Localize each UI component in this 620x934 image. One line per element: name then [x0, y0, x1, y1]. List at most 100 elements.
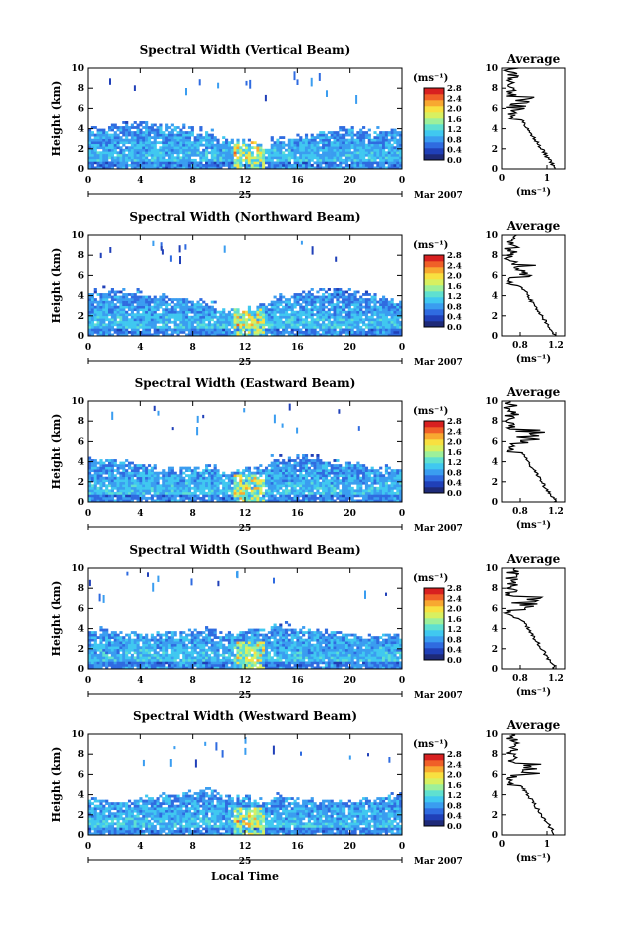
heatmap-cell: [336, 131, 339, 134]
heatmap-cell: [236, 323, 239, 326]
heatmap-cell: [248, 331, 251, 334]
heatmap-cell: [236, 161, 239, 164]
heatmap-cell: [305, 159, 308, 162]
heatmap-cell: [356, 494, 359, 497]
heatmap-cell: [356, 313, 359, 316]
heatmap-cell: [236, 489, 239, 492]
chart-title: Spectral Width (Eastward Beam): [135, 376, 356, 390]
heatmap-cell: [191, 129, 194, 132]
heatmap-cell: [365, 298, 368, 301]
heatmap-cell: [151, 489, 154, 492]
heatmap-cell: [176, 328, 179, 331]
heatmap-cell: [328, 164, 331, 167]
heatmap-cell: [185, 298, 188, 301]
heatmap-cell: [105, 639, 108, 642]
heatmap-cell: [179, 474, 182, 477]
heatmap-cell: [157, 482, 160, 485]
heatmap-cell: [179, 303, 182, 306]
heatmap-cell: [268, 469, 271, 472]
heatmap-cell: [319, 288, 322, 291]
heatmap-cell: [311, 462, 314, 465]
heatmap-cell: [333, 293, 336, 296]
heatmap-cell: [294, 139, 297, 142]
heatmap-cell: [108, 651, 111, 654]
heatmap-cell: [382, 136, 385, 139]
heatmap-cell: [165, 497, 168, 500]
heatmap-cell: [336, 472, 339, 475]
heatmap-cell: [388, 301, 391, 304]
heatmap-cell: [285, 464, 288, 467]
heatmap-cell: [117, 494, 120, 497]
heatmap-cell: [316, 489, 319, 492]
heatmap-cell: [216, 316, 219, 319]
heatmap-cell: [356, 156, 359, 159]
heatmap-cell: [97, 646, 100, 649]
heatmap-cell: [379, 303, 382, 306]
heatmap-cell: [288, 306, 291, 309]
heatmap-cell: [274, 321, 277, 324]
heatmap-cell: [282, 477, 285, 480]
heatmap-cell: [314, 156, 317, 159]
heatmap-cell: [351, 474, 354, 477]
heatmap-cell: [279, 472, 282, 475]
heatmap-cell: [311, 484, 314, 487]
heatmap-cell: [348, 146, 351, 149]
heatmap-cell: [376, 472, 379, 475]
heatmap-cell: [345, 154, 348, 157]
heatmap-cell: [339, 321, 342, 324]
heatmap-cell: [199, 298, 202, 301]
heatmap-cell: [319, 301, 322, 304]
heatmap-cell: [211, 477, 214, 480]
heatmap-cell: [151, 151, 154, 154]
heatmap-cell: [299, 149, 302, 152]
heatmap-cell: [157, 477, 160, 480]
heatmap-cell: [165, 124, 168, 127]
heatmap-cell: [319, 482, 322, 485]
heatmap-cell: [145, 301, 148, 304]
heatmap-cell: [111, 323, 114, 326]
heatmap-cell: [299, 311, 302, 314]
heatmap-cell: [285, 484, 288, 487]
heatmap-cell: [196, 328, 199, 331]
heatmap-cell: [185, 492, 188, 495]
heatmap-cell: [285, 316, 288, 319]
heatmap-cell: [328, 154, 331, 157]
heatmap-cell: [105, 134, 108, 137]
heatmap-cell: [391, 134, 394, 137]
heatmap-cell: [202, 477, 205, 480]
heatmap-cell: [285, 301, 288, 304]
heatmap-cell: [151, 136, 154, 139]
heatmap-cell: [165, 308, 168, 311]
heatmap-cell: [368, 472, 371, 475]
heatmap-cell: [356, 161, 359, 164]
heatmap-cell: [231, 323, 234, 326]
heatmap-cell: [242, 313, 245, 316]
heatmap-cell: [373, 326, 376, 329]
heatmap-cell: [102, 298, 105, 301]
heatmap-cell: [294, 318, 297, 321]
x-tick-label: 20: [343, 343, 356, 353]
heatmap-cell: [162, 139, 165, 142]
heatmap-cell: [148, 129, 151, 132]
heatmap-cell: [176, 489, 179, 492]
heatmap-cell: [151, 164, 154, 167]
heatmap-cell: [279, 301, 282, 304]
heatmap-cell: [314, 298, 317, 301]
colorbar-tick-label: 1.2: [447, 458, 462, 468]
heatmap-cell: [105, 484, 108, 487]
heatmap-cell: [271, 323, 274, 326]
heatmap-cell: [333, 489, 336, 492]
heatmap-cell: [125, 318, 128, 321]
heatmap-cell: [312, 246, 314, 254]
heatmap-cell: [393, 161, 396, 164]
heatmap-cell: [333, 156, 336, 159]
heatmap-cell: [111, 474, 114, 477]
heatmap-cell: [376, 306, 379, 309]
heatmap-cell: [325, 489, 328, 492]
heatmap-cell: [142, 298, 145, 301]
heatmap-cell: [345, 331, 348, 334]
heatmap-cell: [359, 316, 362, 319]
heatmap-cell: [97, 492, 100, 495]
heatmap-cell: [336, 298, 339, 301]
heatmap-cell: [151, 482, 154, 485]
